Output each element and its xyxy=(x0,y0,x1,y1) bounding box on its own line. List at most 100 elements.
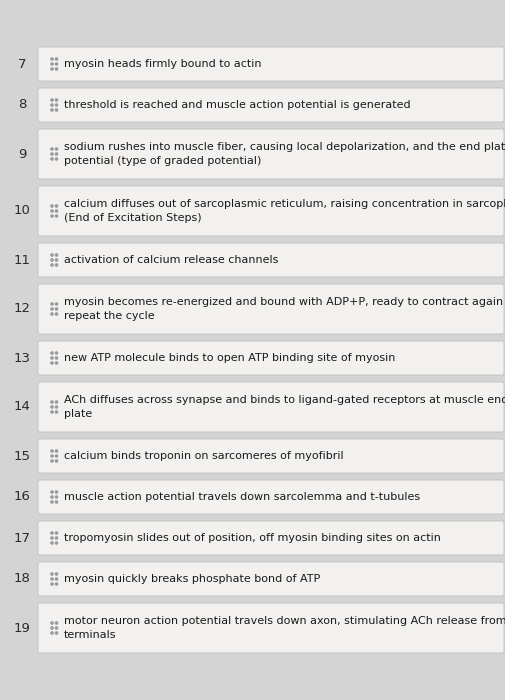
Circle shape xyxy=(51,303,53,305)
Text: 17: 17 xyxy=(14,531,30,545)
Circle shape xyxy=(55,537,58,539)
Circle shape xyxy=(51,99,53,101)
FancyBboxPatch shape xyxy=(38,439,503,473)
Circle shape xyxy=(55,205,58,207)
Circle shape xyxy=(55,573,58,575)
Circle shape xyxy=(51,308,53,310)
FancyBboxPatch shape xyxy=(38,382,503,432)
Circle shape xyxy=(51,148,53,150)
Circle shape xyxy=(51,158,53,160)
Circle shape xyxy=(51,259,53,261)
Circle shape xyxy=(51,532,53,534)
Circle shape xyxy=(55,303,58,305)
FancyBboxPatch shape xyxy=(38,284,503,334)
Text: 15: 15 xyxy=(14,449,30,463)
Circle shape xyxy=(55,455,58,457)
Circle shape xyxy=(51,153,53,155)
Circle shape xyxy=(55,58,58,60)
Circle shape xyxy=(51,491,53,493)
Text: ACh diffuses across synapse and binds to ligand-gated receptors at muscle end
pl: ACh diffuses across synapse and binds to… xyxy=(64,395,505,419)
Text: sodium rushes into muscle fiber, causing local depolarization, and the end plate: sodium rushes into muscle fiber, causing… xyxy=(64,142,505,166)
Circle shape xyxy=(51,496,53,498)
Circle shape xyxy=(55,460,58,462)
Circle shape xyxy=(55,63,58,65)
Circle shape xyxy=(51,455,53,457)
Text: motor neuron action potential travels down axon, stimulating ACh release from
te: motor neuron action potential travels do… xyxy=(64,616,505,640)
Text: activation of calcium release channels: activation of calcium release channels xyxy=(64,255,278,265)
Circle shape xyxy=(55,491,58,493)
Circle shape xyxy=(51,109,53,111)
Text: threshold is reached and muscle action potential is generated: threshold is reached and muscle action p… xyxy=(64,100,410,110)
Circle shape xyxy=(55,583,58,585)
Circle shape xyxy=(55,68,58,70)
Circle shape xyxy=(55,259,58,261)
Circle shape xyxy=(51,254,53,256)
Circle shape xyxy=(55,501,58,503)
Circle shape xyxy=(51,215,53,217)
Circle shape xyxy=(55,158,58,160)
Circle shape xyxy=(55,215,58,217)
Circle shape xyxy=(51,632,53,634)
FancyBboxPatch shape xyxy=(38,480,503,514)
Circle shape xyxy=(51,460,53,462)
Text: tropomyosin slides out of position, off myosin binding sites on actin: tropomyosin slides out of position, off … xyxy=(64,533,440,543)
Text: myosin quickly breaks phosphate bond of ATP: myosin quickly breaks phosphate bond of … xyxy=(64,574,320,584)
Text: 8: 8 xyxy=(18,99,26,111)
FancyBboxPatch shape xyxy=(38,243,503,277)
Text: 14: 14 xyxy=(14,400,30,414)
Circle shape xyxy=(51,501,53,503)
Circle shape xyxy=(51,537,53,539)
Circle shape xyxy=(51,362,53,364)
Circle shape xyxy=(55,496,58,498)
Circle shape xyxy=(55,450,58,452)
Circle shape xyxy=(51,357,53,359)
Circle shape xyxy=(55,401,58,403)
Circle shape xyxy=(55,104,58,106)
FancyBboxPatch shape xyxy=(38,47,503,81)
FancyBboxPatch shape xyxy=(38,341,503,375)
Text: myosin becomes re-energized and bound with ADP+P, ready to contract again and
re: myosin becomes re-energized and bound wi… xyxy=(64,298,505,321)
Circle shape xyxy=(55,411,58,413)
Circle shape xyxy=(55,532,58,534)
Circle shape xyxy=(55,308,58,310)
Circle shape xyxy=(51,578,53,580)
Text: calcium binds troponin on sarcomeres of myofibril: calcium binds troponin on sarcomeres of … xyxy=(64,451,343,461)
Circle shape xyxy=(55,357,58,359)
Text: myosin heads firmly bound to actin: myosin heads firmly bound to actin xyxy=(64,59,261,69)
Circle shape xyxy=(55,406,58,408)
Circle shape xyxy=(55,153,58,155)
Circle shape xyxy=(51,58,53,60)
Circle shape xyxy=(51,411,53,413)
FancyBboxPatch shape xyxy=(38,603,503,653)
FancyBboxPatch shape xyxy=(38,186,503,236)
Circle shape xyxy=(55,254,58,256)
FancyBboxPatch shape xyxy=(38,562,503,596)
Circle shape xyxy=(51,63,53,65)
Text: 7: 7 xyxy=(18,57,26,71)
FancyBboxPatch shape xyxy=(38,88,503,122)
Circle shape xyxy=(55,362,58,364)
Circle shape xyxy=(51,406,53,408)
Circle shape xyxy=(51,622,53,624)
Text: calcium diffuses out of sarcoplasmic reticulum, raising concentration in sarcopl: calcium diffuses out of sarcoplasmic ret… xyxy=(64,199,505,223)
Circle shape xyxy=(55,578,58,580)
Circle shape xyxy=(55,99,58,101)
FancyBboxPatch shape xyxy=(38,129,503,179)
Circle shape xyxy=(51,264,53,266)
Circle shape xyxy=(55,632,58,634)
Text: 11: 11 xyxy=(14,253,30,267)
Circle shape xyxy=(51,583,53,585)
Circle shape xyxy=(51,210,53,212)
Text: 16: 16 xyxy=(14,491,30,503)
Circle shape xyxy=(51,104,53,106)
Circle shape xyxy=(55,210,58,212)
Circle shape xyxy=(55,627,58,629)
Circle shape xyxy=(55,352,58,354)
Circle shape xyxy=(51,542,53,544)
Circle shape xyxy=(55,109,58,111)
Text: muscle action potential travels down sarcolemma and t-tubules: muscle action potential travels down sar… xyxy=(64,492,419,502)
FancyBboxPatch shape xyxy=(38,521,503,555)
Circle shape xyxy=(55,264,58,266)
Text: 9: 9 xyxy=(18,148,26,160)
Circle shape xyxy=(55,148,58,150)
